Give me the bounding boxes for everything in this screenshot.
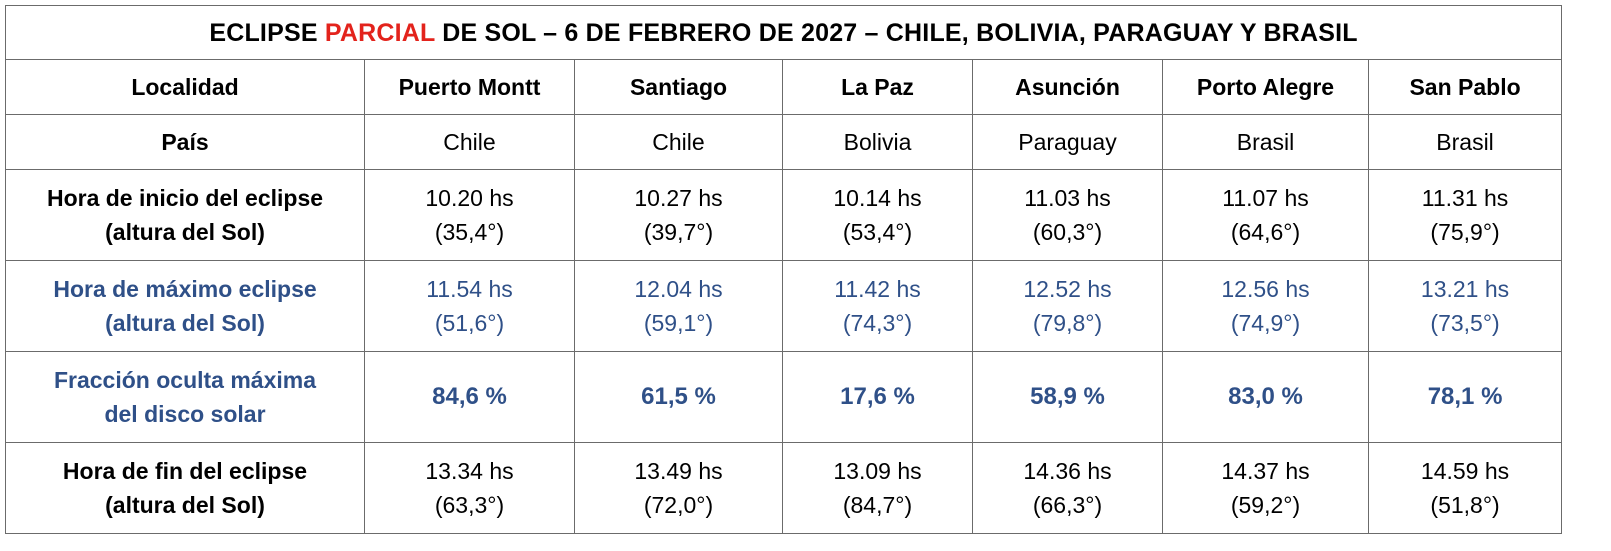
- fin-time: 13.09 hs: [833, 458, 922, 484]
- maximo-cell: 11.42 hs (74,3°): [782, 260, 973, 352]
- fraccion-cell: 17,6 %: [782, 351, 973, 443]
- title-part1: ECLIPSE: [209, 18, 325, 47]
- fin-label: Hora de fin del eclipse (altura del Sol): [5, 442, 365, 534]
- pais-cell: Brasil: [1162, 114, 1369, 170]
- fin-time: 14.37 hs: [1221, 458, 1310, 484]
- pais-cell: Paraguay: [972, 114, 1163, 170]
- fraccion-cell: 84,6 %: [364, 351, 575, 443]
- fraccion-label: Fracción oculta máxima del disco solar: [5, 351, 365, 443]
- fin-altitude: (63,3°): [434, 492, 505, 518]
- maximo-cell: 12.56 hs (74,9°): [1162, 260, 1369, 352]
- localidad-cell: Asunción: [972, 59, 1163, 115]
- fin-time: 13.49 hs: [634, 458, 723, 484]
- inicio-label-line1: Hora de inicio del eclipse: [46, 185, 324, 211]
- inicio-cell: 10.14 hs (53,4°): [782, 169, 973, 261]
- inicio-time: 10.14 hs: [833, 185, 922, 211]
- maximo-time: 12.56 hs: [1221, 276, 1310, 302]
- fraccion-label-line1: Fracción oculta máxima: [53, 367, 317, 393]
- fin-cell: 13.49 hs (72,0°): [574, 442, 783, 534]
- inicio-cell: 11.31 hs (75,9°): [1367, 169, 1563, 261]
- fraccion-cell: 58,9 %: [972, 351, 1163, 443]
- title-accent: PARCIAL: [324, 18, 436, 47]
- fin-altitude: (72,0°): [643, 492, 714, 518]
- fraccion-cell: 61,5 %: [574, 351, 783, 443]
- fin-time: 13.34 hs: [425, 458, 514, 484]
- inicio-time: 11.03 hs: [1024, 185, 1111, 211]
- maximo-cell: 12.52 hs (79,8°): [972, 260, 1163, 352]
- maximo-time: 12.04 hs: [634, 276, 723, 302]
- maximo-time: 11.54 hs: [426, 276, 513, 302]
- localidad-cell: Puerto Montt: [364, 59, 575, 115]
- maximo-row: Hora de máximo eclipse (altura del Sol) …: [5, 260, 1563, 352]
- fin-cell: 13.09 hs (84,7°): [782, 442, 973, 534]
- inicio-time: 10.20 hs: [425, 185, 514, 211]
- localidad-cell: La Paz: [782, 59, 973, 115]
- fin-cell: 14.37 hs (59,2°): [1162, 442, 1369, 534]
- pais-label: País: [5, 114, 365, 170]
- inicio-altitude: (75,9°): [1430, 219, 1500, 245]
- fin-altitude: (51,8°): [1430, 492, 1500, 518]
- localidad-row: Localidad Puerto Montt Santiago La Paz A…: [5, 59, 1563, 115]
- pais-cell: Bolivia: [782, 114, 973, 170]
- fin-altitude: (59,2°): [1230, 492, 1301, 518]
- table-title: ECLIPSE PARCIAL DE SOL – 6 DE FEBRERO DE…: [4, 5, 1563, 60]
- fin-time: 14.59 hs: [1420, 458, 1510, 484]
- pais-cell: Chile: [364, 114, 575, 170]
- fin-label-line1: Hora de fin del eclipse: [62, 458, 308, 484]
- pais-row: País Chile Chile Bolivia Paraguay Brasil…: [5, 114, 1563, 170]
- maximo-altitude: (74,3°): [842, 310, 913, 336]
- inicio-time: 11.31 hs: [1421, 185, 1509, 211]
- inicio-label-line2: (altura del Sol): [105, 219, 265, 245]
- inicio-row: Hora de inicio del eclipse (altura del S…: [5, 169, 1563, 261]
- localidad-cell: Porto Alegre: [1162, 59, 1369, 115]
- pais-cell: Chile: [574, 114, 783, 170]
- inicio-altitude: (39,7°): [643, 219, 714, 245]
- inicio-altitude: (64,6°): [1230, 219, 1301, 245]
- eclipse-table: ECLIPSE PARCIAL DE SOL – 6 DE FEBRERO DE…: [4, 5, 1563, 534]
- maximo-label-line2: (altura del Sol): [105, 310, 265, 336]
- localidad-cell: San Pablo: [1367, 59, 1563, 115]
- maximo-altitude: (79,8°): [1032, 310, 1103, 336]
- fraccion-label-line2: del disco solar: [104, 401, 266, 427]
- fin-cell: 14.36 hs (66,3°): [972, 442, 1163, 534]
- inicio-cell: 10.27 hs (39,7°): [574, 169, 783, 261]
- fin-cell: 13.34 hs (63,3°): [364, 442, 575, 534]
- fraccion-cell: 83,0 %: [1162, 351, 1369, 443]
- maximo-time: 13.21 hs: [1420, 276, 1510, 302]
- inicio-altitude: (60,3°): [1032, 219, 1103, 245]
- inicio-altitude: (53,4°): [842, 219, 913, 245]
- fin-time: 14.36 hs: [1023, 458, 1112, 484]
- inicio-label: Hora de inicio del eclipse (altura del S…: [5, 169, 365, 261]
- fin-cell: 14.59 hs (51,8°): [1367, 442, 1563, 534]
- inicio-cell: 10.20 hs (35,4°): [364, 169, 575, 261]
- pais-cell: Brasil: [1367, 114, 1563, 170]
- maximo-label-line1: Hora de máximo eclipse: [53, 276, 317, 302]
- fin-label-line2: (altura del Sol): [105, 492, 265, 518]
- fraccion-row: Fracción oculta máxima del disco solar 8…: [5, 351, 1563, 443]
- maximo-altitude: (59,1°): [643, 310, 714, 336]
- title-part2: DE SOL – 6 DE FEBRERO DE 2027 – CHILE, B…: [435, 18, 1358, 47]
- maximo-altitude: (51,6°): [434, 310, 505, 336]
- inicio-time: 10.27 hs: [634, 185, 723, 211]
- maximo-cell: 11.54 hs (51,6°): [364, 260, 575, 352]
- inicio-cell: 11.07 hs (64,6°): [1162, 169, 1369, 261]
- eclipse-table-container: ECLIPSE PARCIAL DE SOL – 6 DE FEBRERO DE…: [4, 5, 1563, 534]
- inicio-time: 11.07 hs: [1222, 185, 1309, 211]
- inicio-altitude: (35,4°): [434, 219, 505, 245]
- inicio-cell: 11.03 hs (60,3°): [972, 169, 1163, 261]
- fraccion-cell: 78,1 %: [1367, 351, 1563, 443]
- title-row: ECLIPSE PARCIAL DE SOL – 6 DE FEBRERO DE…: [4, 5, 1563, 60]
- localidad-label: Localidad: [5, 59, 365, 115]
- fin-altitude: (84,7°): [842, 492, 913, 518]
- maximo-label: Hora de máximo eclipse (altura del Sol): [5, 260, 365, 352]
- maximo-cell: 13.21 hs (73,5°): [1367, 260, 1563, 352]
- maximo-time: 12.52 hs: [1023, 276, 1112, 302]
- localidad-cell: Santiago: [574, 59, 783, 115]
- fin-altitude: (66,3°): [1032, 492, 1103, 518]
- maximo-time: 11.42 hs: [834, 276, 921, 302]
- maximo-altitude: (73,5°): [1430, 310, 1500, 336]
- maximo-cell: 12.04 hs (59,1°): [574, 260, 783, 352]
- fin-row: Hora de fin del eclipse (altura del Sol)…: [5, 442, 1563, 534]
- maximo-altitude: (74,9°): [1230, 310, 1301, 336]
